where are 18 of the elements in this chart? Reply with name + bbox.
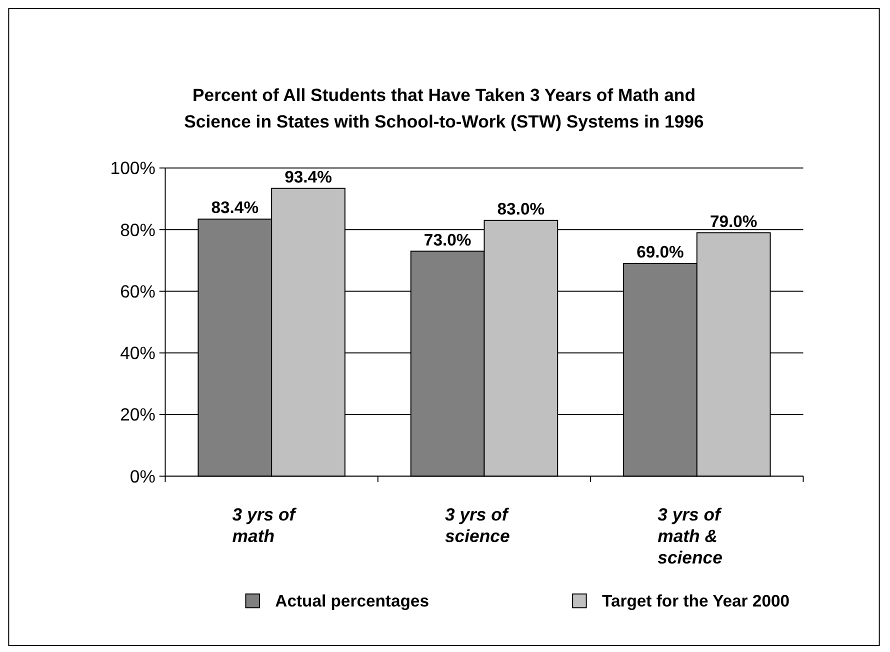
y-tick-label: 0% [130, 466, 156, 486]
legend-label: Actual percentages [275, 592, 429, 611]
x-tick-label: 3 yrs of math [232, 504, 298, 546]
y-tick-label: 80% [120, 220, 156, 240]
data-label: 79.0% [710, 212, 758, 231]
y-tick-label: 100% [110, 158, 156, 178]
y-tick-label: 40% [120, 343, 156, 364]
data-label: 93.4% [284, 167, 332, 186]
x-tick-label: 3 yrs of science [444, 504, 510, 546]
data-label: 69.0% [636, 242, 684, 262]
y-tick-label: 20% [120, 404, 156, 425]
chart-title: Percent of All Students that Have Taken 3 Years of Math and Science in States with School-to-Work (STW) Systems in 1996 [184, 85, 704, 132]
data-label: 73.0% [424, 230, 472, 250]
legend-label: Target for the Year 2000 [602, 592, 790, 611]
data-label: 83.0% [497, 199, 545, 218]
y-tick-label: 60% [120, 281, 156, 302]
data-label: 83.4% [211, 198, 259, 218]
x-tick-label: 3 yrs of math & science [658, 504, 723, 568]
